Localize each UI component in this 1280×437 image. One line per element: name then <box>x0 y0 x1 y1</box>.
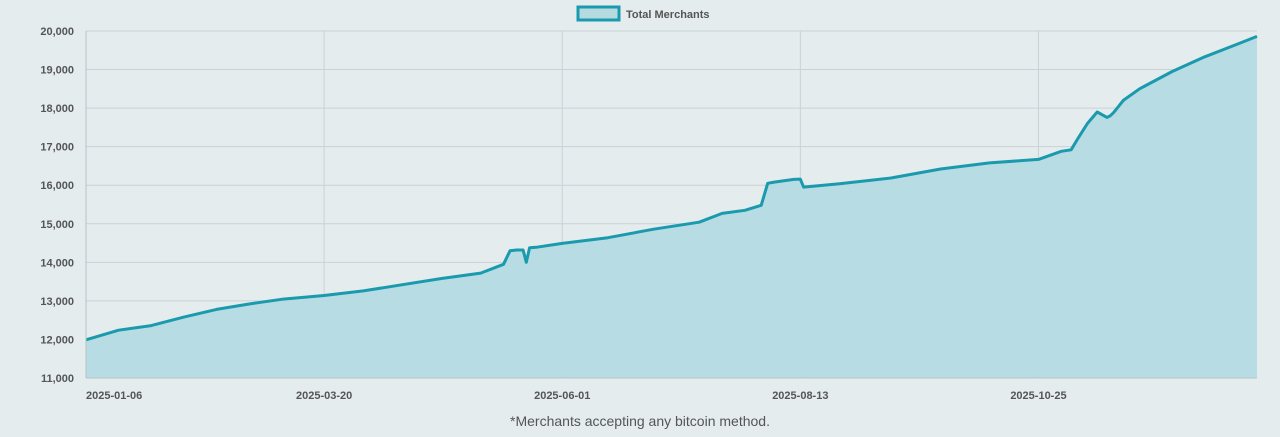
x-tick-label: 2025-06-01 <box>534 390 590 402</box>
y-tick-label: 15,000 <box>40 219 74 231</box>
y-tick-label: 19,000 <box>40 65 74 77</box>
chart-footnote: *Merchants accepting any bitcoin method. <box>510 413 770 429</box>
x-tick-label: 2025-03-20 <box>296 390 352 402</box>
y-tick-label: 17,000 <box>40 142 74 154</box>
series-line-total-merchants[interactable] <box>85 35 1258 342</box>
x-tick-label: 2025-01-06 <box>86 390 142 402</box>
x-tick-label: 2025-10-25 <box>1010 390 1066 402</box>
y-tick-label: 20,000 <box>40 26 74 38</box>
area-series <box>85 35 1258 379</box>
legend-label: Total Merchants <box>626 9 710 21</box>
y-tick-label: 11,000 <box>41 373 74 385</box>
legend-swatch <box>576 5 621 22</box>
y-tick-label: 13,000 <box>40 296 74 308</box>
y-tick-label: 16,000 <box>40 180 74 192</box>
axes: 11,000 12,000 13,000 14,000 15,000 16,000 17,0… <box>40 26 1257 402</box>
y-tick-label: 12,000 <box>40 334 74 346</box>
y-tick-label: 18,000 <box>40 103 74 115</box>
legend[interactable]: Total Merchants <box>576 5 710 22</box>
x-tick-label: 2025-08-13 <box>772 390 828 402</box>
y-tick-label: 14,000 <box>40 257 74 269</box>
series-area-fill <box>86 36 1257 379</box>
